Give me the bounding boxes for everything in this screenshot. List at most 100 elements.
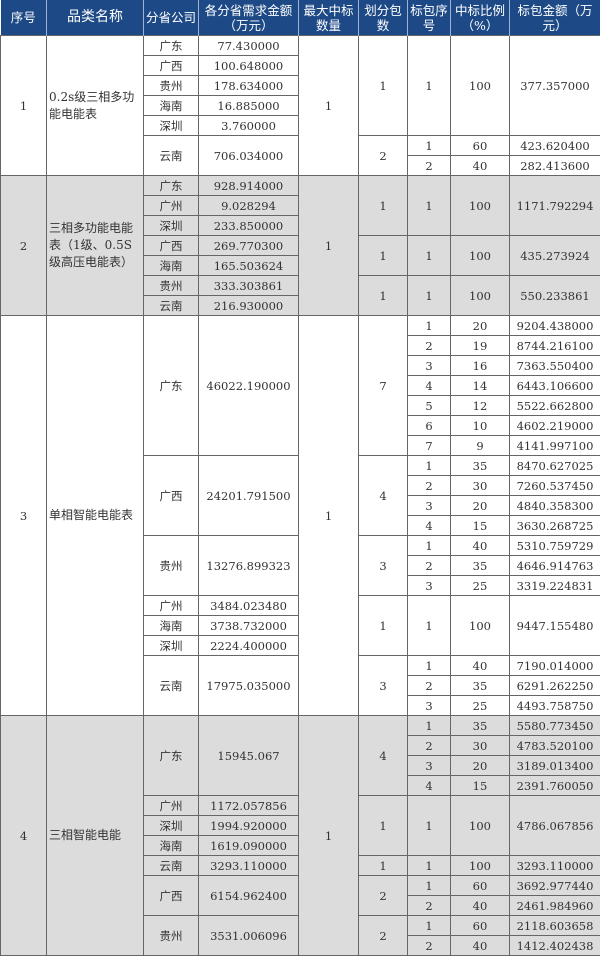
province-name: 广西: [143, 55, 199, 76]
province-name: 云南: [143, 135, 199, 176]
province-demand: 178.634000: [198, 75, 299, 96]
category-name: 0.2s级三相多功能电能表: [46, 35, 144, 176]
province-name: 广东: [143, 175, 199, 196]
group-seq: 2: [0, 175, 47, 316]
package-seq: 2: [407, 475, 451, 496]
package-seq: 1: [407, 235, 451, 276]
province-demand: 1619.090000: [198, 835, 299, 856]
province-demand: 233.850000: [198, 215, 299, 236]
package-ratio: 35: [450, 715, 510, 736]
package-seq: 1: [407, 275, 451, 316]
province-name: 云南: [143, 855, 199, 876]
package-ratio: 35: [450, 455, 510, 476]
table-row: 贵州 13276.899323 3 1 40 5310.759729: [1, 535, 600, 596]
header-row: 序号 品类名称 分省公司 各分省需求金额（万元） 最大中标数量 划分包数 标包序…: [0, 0, 600, 36]
package-amount: 423.620400: [509, 135, 600, 156]
split-count: 1: [358, 35, 408, 136]
split-count: 2: [358, 915, 408, 956]
split-count: 2: [358, 135, 408, 176]
package-seq: 2: [407, 155, 451, 176]
table-row: 贵州 3531.006096 2 1 60 2118.603658: [1, 915, 600, 956]
split-count: 3: [358, 535, 408, 596]
package-seq: 7: [407, 435, 451, 456]
package-amount: 8470.627025: [509, 455, 600, 476]
province-demand: 1994.920000: [198, 815, 299, 836]
table-row: 3 单相智能电能表 广东 46022.190000 1 7 1 20 9204.438000: [0, 315, 600, 716]
package-seq: 1: [407, 795, 451, 856]
package-seq: 1: [407, 875, 451, 896]
package-amount: 1171.792294: [509, 175, 600, 236]
split-count: 1: [358, 795, 408, 856]
province-demand: 3531.006096: [198, 915, 299, 956]
table-row: 云南 706.034000 2 1 60 423.620400: [1, 135, 600, 176]
package-amount: 282.413600: [509, 155, 600, 176]
province-name: 广州: [143, 195, 199, 216]
province-demand: 6154.962400: [198, 875, 299, 916]
package-seq: 1: [407, 595, 451, 656]
package-ratio: 12: [450, 395, 510, 416]
province-name: 贵州: [143, 535, 199, 596]
table-row: 4 15 3630.268725: [1, 515, 600, 536]
table-row: 2 35 4646.914763: [1, 555, 600, 576]
package-amount: 435.273924: [509, 235, 600, 276]
province-name: 广州: [143, 795, 199, 816]
province-demand: 24201.791500: [198, 455, 299, 536]
package-amount: 9204.438000: [509, 315, 600, 336]
table-body: 1 0.2s级三相多功能电能表 广东 77.430000 1 1 1 100 377.35700…: [0, 35, 600, 956]
table-row: 海南 1619.090000: [1, 835, 600, 856]
package-amount: 3293.110000: [509, 855, 600, 876]
table-row: 贵州 333.303861 1 1 100 550.233861: [1, 275, 600, 316]
package-ratio: 40: [450, 935, 510, 956]
max-win-count: 1: [298, 175, 359, 316]
package-ratio: 40: [450, 155, 510, 176]
split-count: 4: [358, 455, 408, 536]
split-count: 4: [358, 715, 408, 796]
package-seq: 1: [407, 135, 451, 156]
table-row: 云南 17975.035000 3 1 40 7190.014000: [1, 655, 600, 716]
package-ratio: 30: [450, 735, 510, 756]
split-count: 1: [358, 595, 408, 656]
package-seq: 1: [407, 315, 451, 336]
province-name: 海南: [143, 615, 199, 636]
province-demand: 9.028294: [198, 195, 299, 216]
package-amount: 4602.219000: [509, 415, 600, 436]
package-amount: 5580.773450: [509, 715, 600, 736]
header-seq: 序号: [0, 0, 47, 36]
package-ratio: 35: [450, 675, 510, 696]
package-ratio: 20: [450, 755, 510, 776]
province-name: 海南: [143, 255, 199, 276]
table-row: 4 三相智能电能 广东 15945.067 1 4 1 35 5580.773450: [0, 715, 600, 956]
package-amount: 1412.402438: [509, 935, 600, 956]
package-seq: 4: [407, 375, 451, 396]
package-ratio: 15: [450, 515, 510, 536]
province-name: 广西: [143, 875, 199, 916]
package-amount: 3189.013400: [509, 755, 600, 776]
header-province: 分省公司: [143, 0, 199, 36]
package-seq: 3: [407, 495, 451, 516]
package-ratio: 19: [450, 335, 510, 356]
province-name: 广州: [143, 595, 199, 616]
province-name: 贵州: [143, 275, 199, 296]
split-count: 1: [358, 855, 408, 876]
province-name: 海南: [143, 835, 199, 856]
header-pkg-amount: 标包金额（万元）: [509, 0, 600, 36]
package-amount: 7363.550400: [509, 355, 600, 376]
header-max-win: 最大中标数量: [298, 0, 359, 36]
province-demand: 928.914000: [198, 175, 299, 196]
package-seq: 1: [407, 855, 451, 876]
package-amount: 4493.758750: [509, 695, 600, 716]
package-seq: 3: [407, 575, 451, 596]
table-row: 2 30 4783.520100: [1, 735, 600, 756]
package-ratio: 35: [450, 555, 510, 576]
province-name: 广东: [143, 35, 199, 56]
package-ratio: 60: [450, 875, 510, 896]
package-seq: 2: [407, 895, 451, 916]
package-seq: 4: [407, 515, 451, 536]
split-count: 2: [358, 875, 408, 916]
package-amount: 5522.662800: [509, 395, 600, 416]
split-count: 7: [358, 315, 408, 456]
group-seq: 1: [0, 35, 47, 176]
province-demand: 2224.400000: [198, 635, 299, 656]
package-ratio: 60: [450, 135, 510, 156]
